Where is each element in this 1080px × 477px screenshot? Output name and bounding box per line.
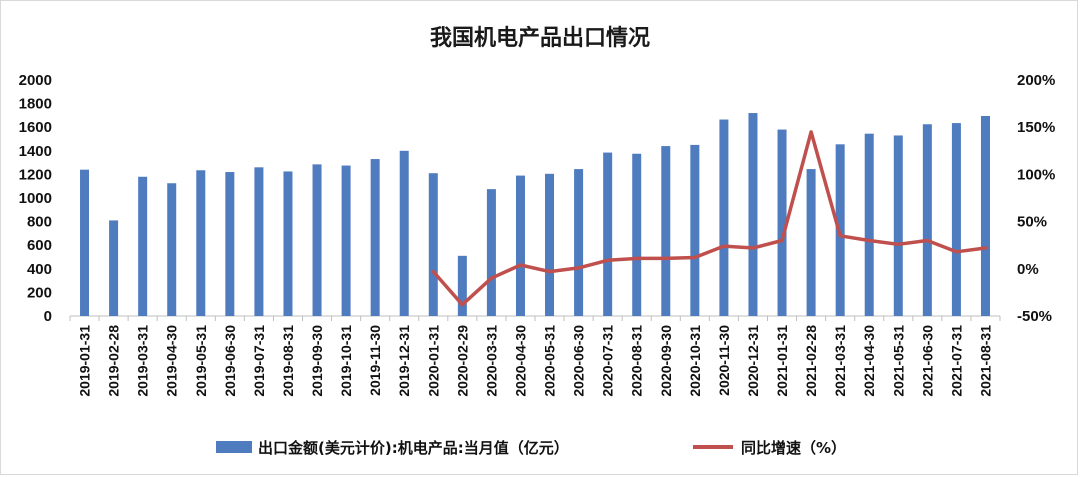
x-tick-label: 2019-08-31 bbox=[280, 325, 296, 397]
bar bbox=[515, 175, 525, 316]
bar bbox=[690, 144, 700, 316]
y-left-tick-label: 1800 bbox=[19, 96, 52, 113]
x-tick-label: 2019-03-31 bbox=[135, 325, 151, 397]
bar bbox=[486, 189, 496, 316]
y-left-tick-label: 2000 bbox=[19, 72, 52, 89]
bar bbox=[719, 119, 729, 316]
x-tick-label: 2019-07-31 bbox=[251, 325, 267, 397]
bar bbox=[341, 165, 351, 316]
bars-layer bbox=[80, 113, 990, 317]
bar bbox=[922, 124, 932, 316]
x-tick-label: 2019-04-30 bbox=[164, 325, 180, 397]
x-tick-label: 2019-09-30 bbox=[309, 325, 325, 397]
x-tick-label: 2019-01-31 bbox=[77, 325, 93, 397]
x-tick-label: 2021-05-31 bbox=[890, 325, 906, 397]
x-tick-label: 2020-08-31 bbox=[629, 325, 645, 397]
x-tick-label: 2021-06-30 bbox=[919, 325, 935, 397]
bar bbox=[399, 150, 409, 316]
bar bbox=[777, 129, 787, 316]
x-tick-label: 2020-10-31 bbox=[687, 325, 703, 397]
y-left-tick-label: 400 bbox=[27, 261, 52, 278]
axes-layer: 0 200 400 600 800 1000 1200 1400 1600 1800 2000 -50… bbox=[19, 72, 1056, 397]
y-right-tick-label: 200% bbox=[1017, 72, 1055, 89]
y-right-tick-label: 0% bbox=[1017, 261, 1039, 278]
bar bbox=[80, 169, 90, 316]
y-left-tick-label: 0 bbox=[44, 308, 52, 325]
bar bbox=[864, 133, 874, 316]
x-tick-label: 2021-08-31 bbox=[977, 325, 993, 397]
y-left-tick-label: 1000 bbox=[19, 190, 52, 207]
x-tick-label: 2020-05-31 bbox=[542, 325, 558, 397]
x-tick-label: 2020-12-31 bbox=[745, 325, 761, 397]
bar bbox=[167, 183, 177, 316]
bar bbox=[428, 173, 438, 316]
bar bbox=[545, 173, 555, 316]
bar bbox=[138, 176, 148, 316]
bar bbox=[748, 113, 758, 316]
x-tick-label: 2021-04-30 bbox=[861, 325, 877, 397]
bar bbox=[196, 170, 206, 316]
bar bbox=[109, 220, 119, 316]
x-tick-label: 2019-11-30 bbox=[367, 325, 383, 396]
x-tick-label: 2019-02-28 bbox=[106, 325, 122, 397]
bar bbox=[603, 152, 613, 316]
y-left-tick-label: 1600 bbox=[19, 119, 52, 136]
x-tick-label: 2020-11-30 bbox=[716, 325, 732, 396]
y-right-tick-label: 50% bbox=[1017, 214, 1047, 231]
x-tick-label: 2021-02-28 bbox=[803, 325, 819, 397]
chart-title: 我国机电产品出口情况 bbox=[430, 25, 650, 51]
x-tick-label: 2021-03-31 bbox=[832, 325, 848, 397]
legend-label-line: 同比增速（%） bbox=[741, 439, 846, 457]
x-tick-label: 2020-06-30 bbox=[571, 325, 587, 397]
x-tick-label: 2020-03-31 bbox=[483, 325, 499, 397]
y-left-tick-label: 800 bbox=[27, 214, 52, 231]
legend: 出口金额(美元计价):机电产品:当月值（亿元） 同比增速（%） bbox=[216, 439, 846, 457]
x-tick-label: 2021-01-31 bbox=[774, 325, 790, 397]
bar bbox=[980, 115, 990, 317]
legend-label-bar: 出口金额(美元计价):机电产品:当月值（亿元） bbox=[258, 439, 569, 457]
bar bbox=[457, 255, 467, 316]
bar bbox=[661, 146, 671, 316]
legend-swatch-bar bbox=[216, 441, 252, 453]
bar bbox=[806, 169, 816, 316]
x-tick-label: 2019-06-30 bbox=[222, 325, 238, 397]
y-right-tick-label: 150% bbox=[1017, 119, 1055, 136]
bar bbox=[893, 135, 903, 316]
x-tick-label: 2021-07-31 bbox=[948, 325, 964, 397]
x-tick-label: 2020-01-31 bbox=[425, 325, 441, 397]
bar bbox=[632, 153, 642, 316]
bar bbox=[951, 123, 961, 316]
x-tick-label: 2020-04-30 bbox=[512, 325, 528, 397]
x-tick-label: 2020-07-31 bbox=[600, 325, 616, 397]
bar bbox=[574, 169, 584, 316]
y-left-tick-label: 1400 bbox=[19, 143, 52, 160]
x-tick-label: 2019-12-31 bbox=[396, 325, 412, 397]
bar bbox=[225, 172, 235, 316]
y-left-tick-label: 200 bbox=[27, 284, 52, 301]
bar bbox=[283, 171, 293, 316]
x-tick-label: 2019-10-31 bbox=[338, 325, 354, 397]
bar bbox=[254, 167, 264, 316]
bar bbox=[312, 164, 322, 316]
line-layer bbox=[431, 130, 988, 307]
y-left-tick-label: 600 bbox=[27, 237, 52, 254]
y-right-tick-label: 100% bbox=[1017, 166, 1055, 183]
x-tick-label: 2020-09-30 bbox=[658, 325, 674, 397]
x-tick-label: 2020-02-29 bbox=[454, 325, 470, 397]
y-left-tick-label: 1200 bbox=[19, 166, 52, 183]
bar bbox=[370, 159, 380, 316]
y-right-tick-label: -50% bbox=[1017, 308, 1052, 325]
growth-line bbox=[431, 130, 988, 307]
x-tick-label: 2019-05-31 bbox=[193, 325, 209, 397]
